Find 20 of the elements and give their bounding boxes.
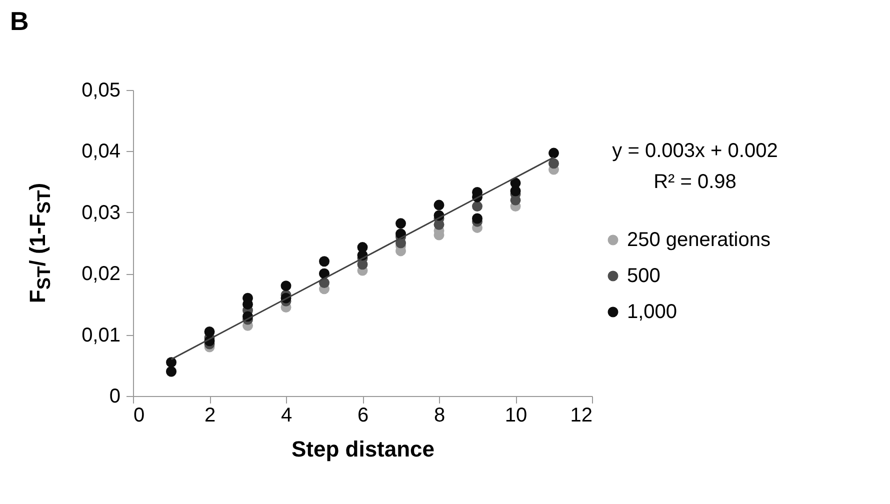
x-tick-label: 6	[357, 404, 369, 426]
x-tick-label: 8	[434, 404, 446, 426]
text: y = 0.003x + 0.002	[611, 139, 779, 164]
x-tick-label: 4	[280, 404, 292, 426]
y-tick-label: 0	[109, 386, 120, 408]
x-tick-label: 12	[570, 404, 592, 426]
legend-label: 1,000	[627, 301, 678, 323]
text: R² = 0.98	[652, 170, 738, 195]
x-tick-label: 0	[134, 404, 145, 426]
y-tick-label: 0,01	[82, 324, 120, 346]
x-axis-title: Step distance	[291, 436, 435, 462]
y-tick-label: 0,02	[82, 263, 120, 286]
x-tick-label: 2	[204, 404, 216, 426]
chart-title: B	[10, 6, 29, 37]
x-tick-label: 10	[504, 404, 528, 426]
y-tick-label: 0,05	[82, 80, 120, 102]
legend-label: 500	[627, 265, 660, 287]
y-tick-label: 0,04	[82, 140, 120, 163]
y-tick-label: 0,03	[82, 202, 120, 224]
legend-label: 250 generations	[627, 229, 770, 251]
